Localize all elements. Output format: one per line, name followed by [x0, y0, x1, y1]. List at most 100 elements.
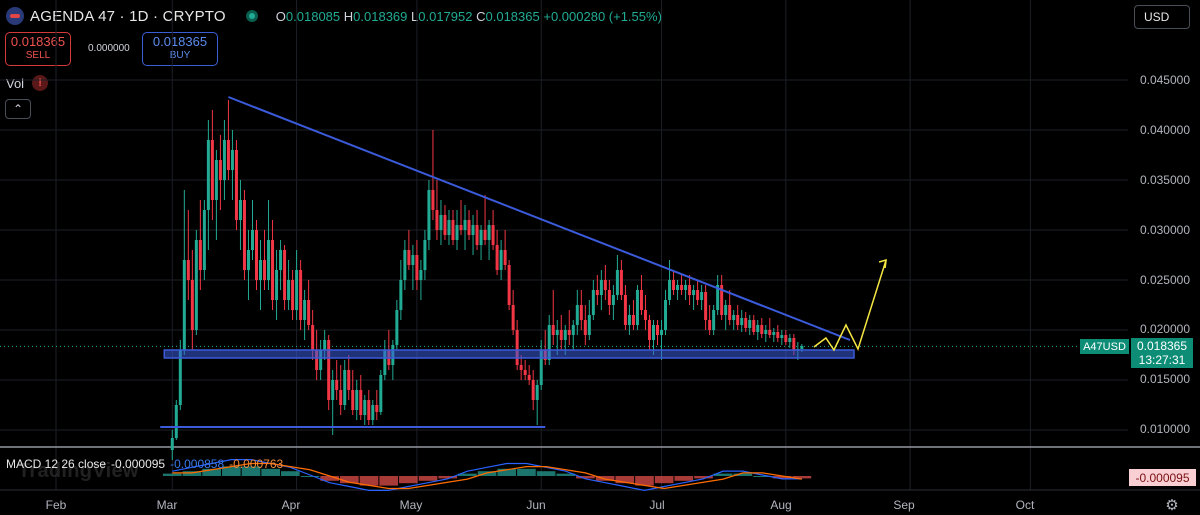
- tradingview-watermark-logo: TradingView: [18, 460, 139, 482]
- candle-body: [619, 270, 623, 295]
- macd-histogram-bar: [792, 476, 812, 479]
- candle-body: [595, 290, 599, 295]
- last-price-tag: 0.018365 13:27:31: [1131, 338, 1193, 368]
- volume-label: Vol: [6, 75, 25, 91]
- candle-body: [407, 250, 411, 265]
- macd-histogram-bar: [477, 471, 497, 476]
- candle-body: [170, 438, 174, 450]
- candle-body: [238, 200, 242, 220]
- candle-body: [639, 290, 643, 310]
- macd-histogram-bar: [320, 476, 340, 481]
- macd-histogram-bar: [497, 468, 517, 476]
- macd-histogram-bar: [576, 476, 595, 479]
- candle-body: [748, 320, 752, 328]
- candle-body: [575, 305, 579, 325]
- candle-body: [607, 290, 611, 305]
- sell-label: SELL: [25, 50, 51, 61]
- macd-value-tag: -0.000095: [1129, 469, 1196, 486]
- macd-histogram-bar: [694, 476, 713, 479]
- macd-histogram-bar: [162, 473, 182, 476]
- warning-icon[interactable]: !: [32, 75, 49, 91]
- open-value: 0.018085: [285, 8, 341, 24]
- macd-histogram-bar: [399, 476, 418, 484]
- candle-body: [551, 325, 555, 335]
- price-label-30: 0.030000: [1139, 223, 1190, 237]
- candle-body: [531, 380, 535, 400]
- macd-histogram-bar: [674, 476, 694, 481]
- candle-body: [507, 265, 511, 305]
- candle-body: [752, 320, 756, 332]
- volume-indicator-legend[interactable]: Vol !: [6, 75, 49, 91]
- candle-body: [635, 290, 639, 325]
- candle-body: [287, 280, 291, 300]
- candle-body: [363, 400, 367, 415]
- buy-button[interactable]: 0.018365 BUY: [142, 32, 218, 66]
- projection-path: [813, 259, 887, 352]
- spread-value: 0.000000: [88, 43, 130, 54]
- candle-body: [459, 225, 463, 230]
- support-zone: [163, 349, 855, 359]
- macd-panel: [162, 459, 812, 491]
- candle-body: [331, 380, 335, 400]
- candle-body: [383, 350, 387, 375]
- macd-histogram-bar: [753, 476, 772, 477]
- market-status-icon[interactable]: [245, 10, 258, 22]
- last-price: 0.018365: [1136, 339, 1188, 353]
- candle-body: [672, 280, 676, 290]
- candle-body: [764, 330, 768, 334]
- candle-body: [523, 370, 527, 375]
- candle-body: [271, 240, 275, 300]
- candle-body: [246, 250, 250, 270]
- candle-body: [756, 325, 760, 332]
- gear-icon[interactable]: ⚙: [1165, 497, 1179, 514]
- candle-body: [571, 325, 575, 335]
- macd-histogram-bar: [772, 476, 792, 479]
- low-key: L: [411, 8, 419, 24]
- candle-body: [395, 310, 399, 345]
- candle-body: [230, 150, 234, 170]
- time-label-mar: Mar: [156, 498, 178, 512]
- candle-body: [463, 220, 467, 230]
- price-label-35: 0.035000: [1139, 173, 1190, 187]
- price-label-40: 0.040000: [1139, 123, 1190, 137]
- candle-body: [399, 280, 403, 310]
- candle-body: [660, 330, 664, 335]
- candle-body: [435, 210, 439, 230]
- macd-legend[interactable]: MACD 12 26 close -0.000095 -0.000858 -0.…: [6, 457, 283, 471]
- candle-body: [692, 290, 696, 295]
- candle-body: [720, 285, 724, 315]
- candle-body: [700, 292, 704, 300]
- macd-histogram-bar: [713, 473, 733, 476]
- candle-body: [688, 285, 692, 295]
- candle-body: [627, 315, 631, 325]
- candle-body: [242, 200, 246, 270]
- collapse-legend-button[interactable]: ⌃: [5, 99, 31, 119]
- macd-histogram-bar: [733, 473, 753, 476]
- candle-body: [279, 250, 283, 270]
- candle-body: [499, 250, 503, 270]
- candle-body: [431, 190, 435, 210]
- candle-body: [579, 305, 583, 320]
- candle-body: [535, 385, 539, 400]
- candle-body: [776, 332, 780, 338]
- chart-grid: [0, 0, 1200, 491]
- candle-body: [403, 250, 407, 280]
- candle-body: [503, 250, 507, 265]
- candle-body: [563, 330, 567, 340]
- candle-body: [491, 225, 495, 245]
- ohlc-values: O0.018085 H0.018369 L0.017952 C0.018365 …: [276, 9, 662, 24]
- candle-body: [684, 285, 688, 290]
- currency-selector[interactable]: USD: [1134, 5, 1190, 29]
- candle-body: [174, 405, 178, 438]
- macd-histogram-bar: [379, 476, 399, 486]
- candle-body: [483, 230, 487, 240]
- chevron-up-icon: ⌃: [12, 102, 24, 116]
- symbol-title[interactable]: AGENDA 47 · 1D · CRYPTO: [30, 7, 226, 25]
- chart-header: AGENDA 47 · 1D · CRYPTO O0.018085 H0.018…: [0, 0, 1120, 32]
- candle-body: [371, 405, 375, 420]
- open-key: O: [275, 8, 286, 24]
- macd-histogram-bar: [261, 468, 280, 476]
- sell-button[interactable]: 0.018365 SELL: [5, 32, 71, 66]
- macd-histogram-bar: [280, 471, 300, 476]
